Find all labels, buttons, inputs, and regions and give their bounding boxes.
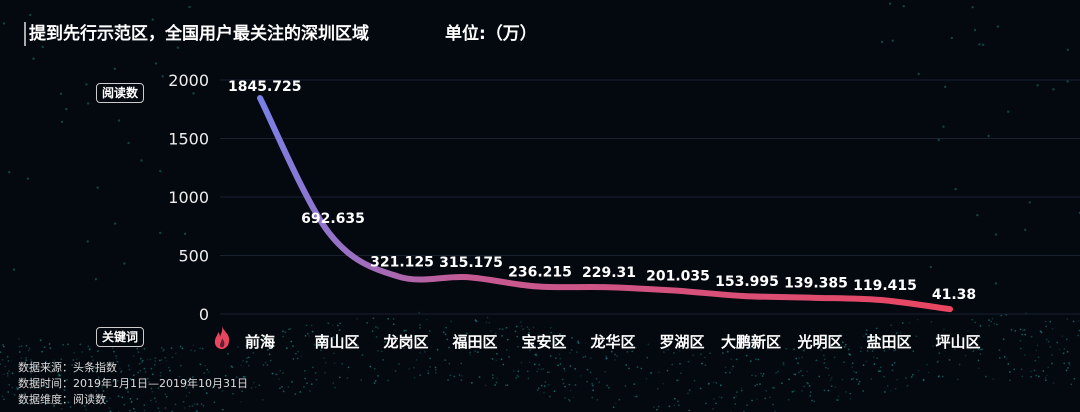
note-time: 数据时间：2019年1月1日—2019年10月31日 — [18, 377, 248, 390]
y-tick-label: 500 — [178, 247, 209, 266]
y-axis-box-label: 阅读数 — [96, 83, 145, 103]
data-label: 315.175 — [439, 255, 503, 271]
data-label: 1845.725 — [228, 79, 302, 95]
data-label: 321.125 — [370, 254, 434, 270]
y-tick-label: 0 — [199, 305, 209, 324]
data-label: 139.385 — [784, 276, 848, 292]
y-tick-label: 1000 — [168, 188, 209, 207]
unit-label: 单位:（万） — [445, 24, 537, 44]
x-category-label: 龙岗区 — [382, 333, 428, 351]
series-line — [257, 95, 953, 313]
y-tick-label: 2000 — [168, 71, 209, 90]
data-label: 201.035 — [646, 268, 710, 284]
fire-icon — [214, 326, 230, 349]
x-category-label: 南山区 — [314, 333, 359, 351]
x-category-label: 坪山区 — [935, 333, 980, 351]
x-category-label: 福田区 — [451, 333, 497, 351]
x-axis-box-label: 关键词 — [96, 327, 145, 347]
x-category-label: 大鹏新区 — [721, 333, 781, 351]
chart-title: 提到先行示范区，全国用户最关注的深圳区域 — [24, 22, 369, 46]
notes: 数据来源：头条指数 数据时间：2019年1月1日—2019年10月31日 数据维… — [18, 360, 248, 408]
x-category-label: 龙华区 — [589, 333, 635, 351]
data-label: 692.635 — [301, 211, 365, 227]
x-category-label: 光明区 — [796, 333, 842, 351]
data-label: 119.415 — [853, 278, 917, 294]
note-dimension: 数据维度：阅读数 — [18, 393, 106, 406]
y-tick-label: 1500 — [168, 130, 209, 149]
x-category-label: 前海 — [245, 333, 275, 351]
data-label: 153.995 — [715, 274, 779, 290]
note-source: 数据来源：头条指数 — [18, 361, 117, 374]
data-label: 236.215 — [508, 264, 572, 280]
x-category-label: 盐田区 — [866, 333, 911, 351]
x-category-label: 罗湖区 — [659, 333, 704, 351]
data-label: 41.38 — [932, 287, 976, 303]
x-category-label: 宝安区 — [521, 333, 566, 351]
data-label: 229.31 — [582, 265, 636, 281]
